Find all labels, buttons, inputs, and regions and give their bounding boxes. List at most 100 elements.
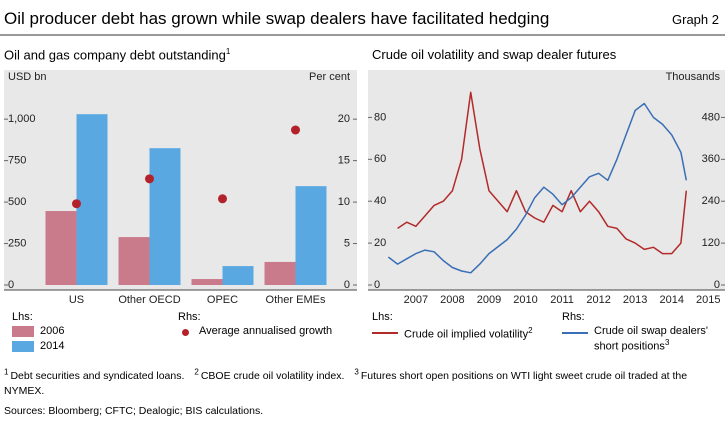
y2-tick-label: 10 xyxy=(338,196,350,208)
y-tick-label: 500 xyxy=(8,196,26,208)
x-tick-label: Other EMEs xyxy=(266,294,326,306)
y-tick-label: 750 xyxy=(8,155,26,167)
bar xyxy=(76,114,108,285)
footnote-text: Debt securities and syndicated loans. xyxy=(10,369,185,382)
page-title: Oil producer debt has grown while swap d… xyxy=(4,9,550,28)
legend-text: Crude oil implied volatility2 xyxy=(404,325,534,341)
chart-title-text: Oil and gas company debt outstanding xyxy=(4,47,226,63)
bar xyxy=(295,186,327,285)
x-tick-label: 2011 xyxy=(550,294,574,306)
bar xyxy=(45,211,77,285)
sources: Sources: Bloomberg; CFTC; Dealogic; BIS … xyxy=(4,405,264,417)
legend-text: 2006 xyxy=(40,325,64,337)
y-tick-label: 0 xyxy=(8,279,14,291)
footnote-text: CBOE crude oil volatility index. xyxy=(200,369,345,382)
legend-text: Crude oil swap dealers' short positions3 xyxy=(594,325,724,353)
y-tick-label: 80 xyxy=(374,111,386,123)
x-tick-label: 2007 xyxy=(404,294,428,306)
footnote-mark: 3 xyxy=(354,367,359,376)
legend: Lhs: 2006 2014 xyxy=(12,311,64,355)
legend-note: 3 xyxy=(664,338,670,347)
x-tick-label: 2010 xyxy=(513,294,537,306)
legend-item: Crude oil implied volatility2 xyxy=(372,325,534,341)
chart-title-note: 1 xyxy=(225,47,231,56)
y2-tick-label: 5 xyxy=(344,237,350,249)
x-tick-label: 2014 xyxy=(659,294,683,306)
y-tick-label: 1,000 xyxy=(8,113,36,125)
y2-tick-label: 480 xyxy=(702,111,720,123)
y2-tick-label: 360 xyxy=(702,153,720,165)
y2-tick-label: 240 xyxy=(702,195,720,207)
line-series xyxy=(397,91,688,255)
legend: Rhs: Crude oil swap dealers' short positi… xyxy=(562,311,724,353)
legend-label: Crude oil implied volatility xyxy=(404,328,529,341)
legend-item: 2014 xyxy=(12,340,64,355)
legend-swatch xyxy=(562,332,588,334)
y2-tick-label: 20 xyxy=(338,113,350,125)
footnote-text: Futures short open positions on WTI ligh… xyxy=(4,369,688,397)
x-tick-label: 2009 xyxy=(477,294,501,306)
y-tick-label: 250 xyxy=(8,237,26,249)
legend-swatch xyxy=(12,326,34,337)
data-point xyxy=(218,194,227,204)
y2-axis-label: Per cent xyxy=(309,71,350,83)
footnote-mark: 2 xyxy=(194,367,199,376)
x-tick-label: US xyxy=(69,294,84,306)
legend-item: 2006 xyxy=(12,325,64,340)
y2-tick-label: 15 xyxy=(338,155,350,167)
y2-tick-label: 0 xyxy=(714,279,720,291)
data-point xyxy=(291,125,300,135)
bar xyxy=(118,237,150,285)
legend-item: Crude oil swap dealers' short positions3 xyxy=(562,325,724,353)
y-tick-label: 20 xyxy=(374,237,386,249)
y-tick-label: 40 xyxy=(374,195,386,207)
x-tick-label: Other OECD xyxy=(118,294,180,306)
legend-heading: Rhs: xyxy=(178,311,201,323)
legend: Rhs: Average annualised growth xyxy=(178,311,332,340)
data-point xyxy=(145,174,154,184)
data-point xyxy=(72,199,81,209)
legend-swatch xyxy=(372,332,398,334)
legend-note: 2 xyxy=(528,326,533,335)
legend-text: 2014 xyxy=(40,340,64,352)
footnote: 1 Debt securities and syndicated loans. xyxy=(4,367,185,382)
y-tick-label: 60 xyxy=(374,153,386,165)
footnote: 2 CBOE crude oil volatility index. xyxy=(194,367,345,382)
y2-axis-label: Thousands xyxy=(666,71,721,83)
x-tick-label: 2015 xyxy=(696,294,720,306)
legend-swatch xyxy=(12,341,34,352)
legend-heading: Lhs: xyxy=(372,311,393,323)
x-tick-label: 2013 xyxy=(623,294,647,306)
y-tick-label: 0 xyxy=(374,279,380,291)
legend-label: 2006 xyxy=(40,325,65,337)
legend-heading: Lhs: xyxy=(12,311,33,323)
footnotes: 1 Debt securities and syndicated loans. 2 C… xyxy=(4,364,719,399)
legend-label: Crude oil swap dealers' short positions xyxy=(594,325,708,353)
bar xyxy=(191,279,223,285)
y2-tick-label: 0 xyxy=(344,279,350,291)
graph-label: Graph 2 xyxy=(672,12,719,27)
legend-heading: Rhs: xyxy=(562,311,585,323)
x-tick-label: OPEC xyxy=(207,294,238,306)
y-axis-label: USD bn xyxy=(8,71,47,83)
legend-label: 2014 xyxy=(40,340,65,352)
chart-title-text: Crude oil volatility and swap dealer fut… xyxy=(372,47,617,62)
legend-swatch xyxy=(182,329,189,336)
bar xyxy=(149,148,181,285)
legend-label: Average annualised growth xyxy=(199,325,333,337)
bar xyxy=(222,266,254,285)
footnote-mark: 1 xyxy=(4,367,9,376)
bar xyxy=(264,261,296,285)
chart-title: Oil and gas company debt outstanding1 xyxy=(4,47,230,62)
line-series xyxy=(387,102,688,274)
legend-item: Average annualised growth xyxy=(178,325,332,340)
legend-text: Average annualised growth xyxy=(199,325,332,337)
x-tick-label: 2008 xyxy=(440,294,464,306)
legend: Lhs: Crude oil implied volatility2 xyxy=(372,311,534,341)
chart-title: Crude oil volatility and swap dealer fut… xyxy=(372,47,616,62)
plot-background xyxy=(368,70,725,290)
footnote: 3 Futures short open positions on WTI lig… xyxy=(4,367,688,397)
y2-tick-label: 120 xyxy=(702,237,720,249)
